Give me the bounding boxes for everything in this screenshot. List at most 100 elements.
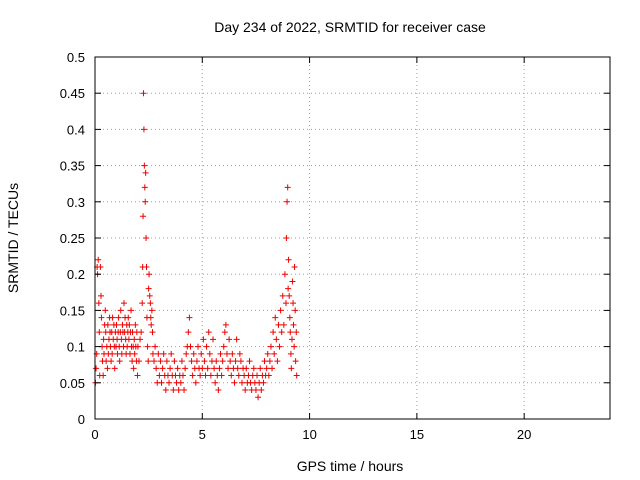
data-point [200,336,207,343]
data-point [143,263,150,270]
data-point [288,365,295,372]
data-point [152,343,159,350]
data-point [120,300,127,307]
data-point [113,321,120,328]
data-point [116,358,123,365]
data-point [146,271,153,278]
data-point [293,329,300,336]
data-point [166,379,173,386]
data-point [170,387,177,394]
data-point [192,379,199,386]
data-point [219,358,226,365]
data-point [289,278,296,285]
data-point [279,292,286,299]
data-point [217,350,224,357]
data-point [243,365,250,372]
data-point [97,263,104,270]
data-point [290,300,297,307]
data-point [287,350,294,357]
data-point [258,387,265,394]
data-point [109,350,116,357]
y-tick-label: 0.15 [60,303,85,318]
data-point [142,198,149,205]
data-point [155,350,162,357]
data-point [280,321,287,328]
data-point [293,372,300,379]
data-point [260,379,267,386]
data-point [266,358,273,365]
x-tick-label: 10 [302,427,316,442]
data-point [225,365,232,372]
data-point [167,365,174,372]
data-point [149,350,156,357]
data-point [286,314,293,321]
data-point [135,358,142,365]
data-point [147,300,154,307]
data-point [282,300,289,307]
data-point [115,314,122,321]
data-point [222,321,229,328]
data-point [290,321,297,328]
data-point [220,343,227,350]
data-point [227,358,234,365]
data-point [111,365,118,372]
data-point [288,336,295,343]
data-point [229,350,236,357]
data-point [137,336,144,343]
data-point [142,169,149,176]
data-point [145,285,152,292]
data-point [131,350,138,357]
x-axis-label: GPS time / hours [297,458,404,474]
data-point [148,307,155,314]
data-point [132,321,139,328]
data-point [148,321,155,328]
data-point [278,329,285,336]
data-point [201,358,208,365]
data-point [179,372,186,379]
data-point [206,350,213,357]
data-point [285,256,292,263]
data-point [235,372,242,379]
data-point [203,343,210,350]
data-point [284,184,291,191]
data-point [246,358,253,365]
y-tick-label: 0.4 [67,122,85,137]
data-point [287,329,294,336]
data-point [205,329,212,336]
y-tick-label: 0.1 [67,340,85,355]
data-point [140,213,147,220]
data-point [93,365,100,372]
chart-title: Day 234 of 2022, SRMTID for receiver cas… [214,19,486,35]
data-point [264,350,271,357]
data-point [190,350,197,357]
data-point [255,394,262,401]
data-point [125,314,132,321]
data-point [276,343,283,350]
data-point [175,387,182,394]
data-point [270,329,277,336]
data-point [273,336,280,343]
y-tick-label: 0.3 [67,195,85,210]
data-point [291,343,298,350]
y-tick-label: 0.5 [67,50,85,65]
data-point [174,365,181,372]
data-point [96,329,103,336]
data-point [271,350,278,357]
data-point [193,358,200,365]
data-point [100,372,107,379]
x-axis-ticks: 0 5 10 15 20 [91,57,531,442]
data-point [207,372,214,379]
data-point [215,387,222,394]
data-point [231,379,238,386]
data-point [210,336,217,343]
data-point [281,271,288,278]
data-point [213,358,220,365]
data-point [134,372,141,379]
data-point [134,343,141,350]
data-point [286,292,293,299]
data-point [145,358,152,365]
y-tick-label: 0.05 [60,376,85,391]
data-point [162,387,169,394]
data-point [275,321,282,328]
data-point [139,300,146,307]
